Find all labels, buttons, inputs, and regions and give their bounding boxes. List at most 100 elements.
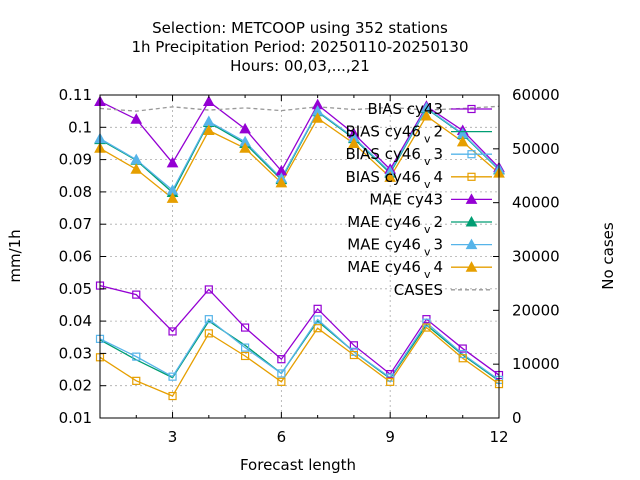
data-point [168, 372, 177, 381]
legend-sample-marker [467, 104, 476, 114]
legend-entry: BIAS cy43 [368, 100, 492, 118]
legend-label-name: MAE cy43 [369, 190, 443, 208]
y-tick-label: 0.1 [68, 118, 92, 136]
legend-label-name: BIAS cy46 [345, 145, 420, 163]
data-point [456, 135, 469, 147]
legend-label-subscript: v [424, 133, 431, 146]
y-tick-label: 0.11 [59, 86, 92, 104]
data-point [132, 376, 141, 385]
data-point [458, 344, 467, 353]
chart-title-line: Selection: METCOOP using 352 stations [152, 19, 448, 37]
data-point [168, 391, 177, 401]
data-point [166, 156, 179, 168]
legend-label: BIAS cy46 v 2 [345, 123, 443, 146]
y-tick-label: 0.06 [59, 248, 92, 266]
data-point [204, 329, 213, 338]
legend-entry: MAE cy43 [369, 190, 492, 208]
series-line-8 [99, 105, 500, 112]
legend-label: BIAS cy43 [368, 100, 443, 118]
legend-label: MAE cy43 [369, 190, 443, 208]
legend-label-name: BIAS cy46 [345, 168, 420, 186]
x-tick-label: 6 [277, 428, 287, 446]
data-point [202, 115, 215, 126]
legend-entry: MAE cy46 v 4 [347, 258, 492, 281]
data-point [204, 285, 213, 294]
y2-axis-label: No cases [599, 222, 617, 290]
data-point [422, 323, 431, 332]
data-point [277, 377, 286, 386]
legend-sample-marker [465, 193, 478, 204]
data-point [277, 355, 286, 364]
data-point [349, 350, 359, 360]
legend-label: MAE cy46 v 4 [347, 258, 443, 281]
y-tick-label: 0.01 [59, 409, 92, 427]
y2-tick-label: 20000 [512, 301, 560, 319]
x-tick-label: 12 [489, 428, 508, 446]
legend-label-subscript: v [424, 268, 431, 281]
legend-label-name: MAE cy46 [347, 213, 421, 231]
y-tick-label: 0.07 [59, 215, 92, 233]
legend-label: CASES [394, 281, 443, 299]
legend-label-name: MAE cy46 [347, 258, 421, 276]
y2-tick-label: 30000 [512, 248, 560, 266]
data-point [348, 137, 360, 148]
data-point [275, 176, 288, 188]
legend-sample-marker [465, 215, 478, 227]
legend-label-suffix: 4 [433, 168, 443, 186]
series-line-7 [99, 115, 500, 200]
chart-title-line: Hours: 00,03,...,21 [230, 57, 370, 75]
data-point [132, 352, 141, 361]
data-point [420, 109, 433, 121]
series-lines [99, 100, 500, 397]
data-point [277, 369, 286, 378]
legend-entry: BIAS cy46 v 3 [345, 145, 492, 168]
y2-tick-label: 40000 [512, 194, 560, 212]
data-point [132, 290, 141, 299]
chart-title-line: 1h Precipitation Period: 20250110-202501… [131, 38, 468, 56]
data-point [166, 192, 179, 203]
chart-title: Selection: METCOOP using 352 stations1h … [131, 19, 468, 75]
y2-tick-label: 50000 [512, 140, 560, 158]
legend-sample-marker [465, 238, 478, 250]
y2-tick-label: 60000 [512, 86, 560, 104]
axis-ticks: 0.01 0.02 0.03 0.04 0.05 0.06 0.07 0.08 0.09 0.1 0… [59, 86, 560, 446]
legend-entry: CASES [394, 281, 492, 299]
y2-tick-label: 10000 [512, 355, 560, 373]
data-point [240, 343, 250, 352]
series-line-2 [99, 318, 500, 381]
legend-entry: MAE cy46 v 2 [347, 213, 492, 236]
data-point [311, 112, 324, 123]
legend-entry: BIAS cy46 v 2 [345, 123, 492, 146]
data-point [313, 315, 322, 324]
legend-label-suffix: 4 [433, 258, 443, 276]
data-point [168, 327, 177, 336]
series-line-3 [99, 326, 500, 397]
legend-label-name: BIAS cy43 [368, 100, 443, 118]
y-tick-label: 0.08 [59, 183, 92, 201]
series-markers [94, 95, 505, 401]
data-point [240, 323, 250, 332]
series-line-6 [99, 106, 500, 192]
legend-label-subscript: v [424, 223, 431, 236]
legend-sample-marker [467, 150, 476, 159]
legend-entry: MAE cy46 v 3 [347, 236, 492, 259]
legend-label-suffix: 3 [433, 236, 443, 254]
data-point [384, 171, 397, 182]
data-point [386, 377, 395, 386]
legend-label-subscript: v [424, 155, 431, 168]
x-tick-label: 9 [385, 428, 395, 446]
grid-lines [100, 95, 499, 418]
data-point [458, 349, 467, 359]
legend-sample-marker [465, 261, 478, 272]
data-point [130, 163, 143, 174]
x-axis-label: Forecast length [240, 456, 356, 474]
legend-label-suffix: 2 [433, 213, 443, 231]
legend-sample-marker [467, 172, 476, 181]
series-line-0 [99, 284, 500, 376]
data-point [202, 124, 215, 136]
data-point [130, 113, 143, 124]
data-point [458, 354, 467, 363]
y-tick-label: 0.04 [59, 312, 92, 330]
